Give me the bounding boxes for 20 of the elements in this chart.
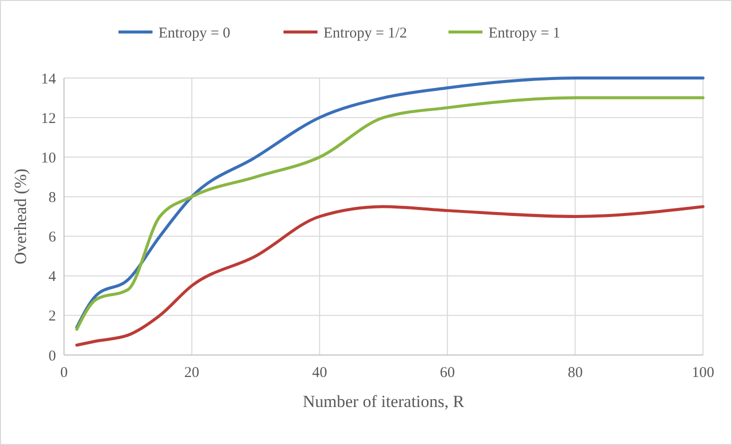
x-tick-label: 100 (692, 365, 714, 381)
line-series (75, 205, 704, 347)
y-tick-label: 6 (48, 230, 56, 246)
legend-label: Entropy = 1 (488, 25, 560, 42)
y-tick-label: 12 (41, 110, 56, 127)
x-tick-label: 40 (312, 365, 328, 381)
y-axis-title: Overhead (%) (11, 168, 30, 264)
y-tick-label: 14 (41, 71, 56, 88)
x-tick-label: 60 (440, 365, 455, 381)
y-tick-label: 8 (48, 190, 56, 206)
legend-label: Entropy = 0 (158, 25, 230, 42)
x-tick-label: 20 (184, 365, 200, 381)
x-axis-title: Number of iterations, R (302, 392, 465, 411)
x-tick-label: 0 (60, 365, 68, 381)
y-tick-label: 0 (48, 348, 56, 364)
y-tick-label: 2 (48, 308, 56, 325)
legend-label: Entropy = 1/2 (324, 25, 407, 42)
x-tick-label: 80 (568, 365, 583, 381)
y-tick-label: 10 (41, 150, 56, 166)
y-tick-label: 4 (48, 269, 56, 286)
